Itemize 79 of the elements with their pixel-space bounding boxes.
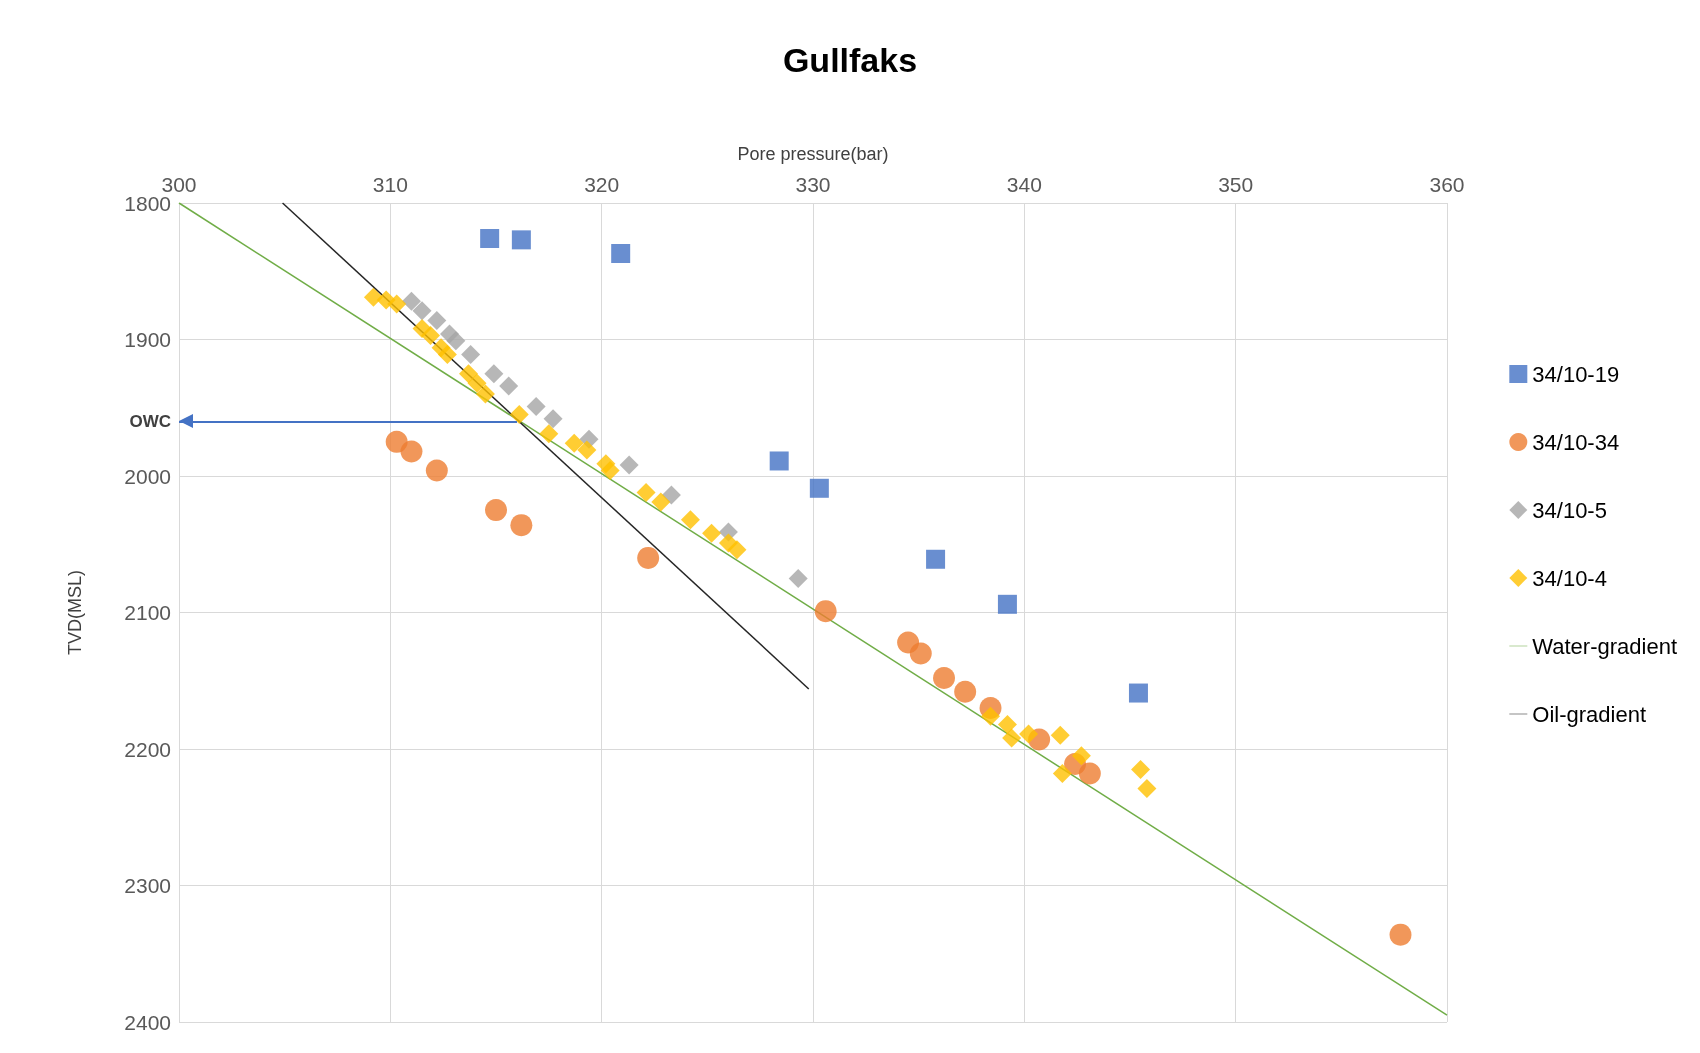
legend-label: 34/10-4 (1532, 565, 1607, 591)
point (401, 291, 421, 311)
point (387, 294, 407, 314)
y-tick-label: 2400 (124, 1010, 171, 1034)
point (651, 492, 671, 512)
y-axis-title: TVD(MSL) (65, 570, 85, 655)
ref-line-label: OWC (129, 411, 171, 431)
point (475, 384, 495, 404)
point (1137, 779, 1157, 799)
point (526, 396, 546, 416)
point (485, 499, 507, 522)
point (909, 642, 932, 665)
point (499, 376, 519, 396)
point (412, 301, 432, 321)
point (467, 373, 487, 393)
y-tick-label: 2200 (124, 737, 171, 761)
point (511, 230, 531, 250)
x-tick-label: 330 (795, 173, 831, 196)
point (1050, 725, 1070, 745)
point (769, 451, 789, 471)
point (1002, 728, 1022, 748)
point (814, 600, 837, 623)
point (510, 514, 533, 537)
point (933, 667, 956, 690)
y-tick-label: 1900 (124, 328, 171, 351)
point (1389, 923, 1412, 946)
x-tick-label: 360 (1429, 173, 1465, 196)
point (661, 485, 681, 505)
point (997, 594, 1017, 614)
point (539, 424, 559, 444)
point (1019, 724, 1039, 744)
y-tick-label: 2300 (124, 874, 171, 897)
point (459, 364, 479, 384)
point (425, 459, 448, 482)
x-tick-label: 310 (372, 173, 408, 196)
point (484, 364, 504, 384)
point (809, 478, 829, 498)
point (926, 549, 946, 569)
point (954, 680, 977, 703)
legend-label: Oil-gradient (1532, 701, 1647, 727)
point (611, 244, 631, 264)
point (680, 510, 700, 530)
point (427, 310, 447, 330)
x-tick-label: 340 (1006, 173, 1042, 196)
point (1128, 683, 1148, 703)
x-tick-label: 320 (584, 173, 620, 196)
point (1078, 762, 1101, 785)
point (1052, 764, 1072, 784)
point (577, 440, 597, 460)
point (1131, 759, 1151, 779)
point (437, 345, 457, 365)
point (564, 433, 584, 453)
y-tick-label: 2000 (124, 464, 171, 488)
x-tick-label: 350 (1218, 173, 1254, 196)
point (637, 546, 660, 569)
point (636, 482, 656, 502)
legend-label: Water-gradient (1532, 633, 1677, 659)
point (480, 228, 500, 248)
point (600, 461, 620, 481)
legend-label: 34/10-5 (1532, 497, 1607, 523)
legend-label: 34/10-34 (1532, 429, 1620, 455)
legend-label: 34/10-19 (1532, 361, 1620, 387)
point (420, 325, 440, 345)
point (997, 714, 1017, 734)
point (1071, 746, 1091, 766)
point (461, 345, 481, 365)
point (619, 455, 639, 475)
y-tick-label: 2100 (124, 601, 171, 624)
point (543, 409, 563, 429)
point (702, 523, 722, 543)
chart-title: Gullfaks (782, 41, 918, 79)
point (727, 540, 747, 560)
point (788, 568, 808, 588)
point (400, 440, 423, 463)
x-axis-title: Pore pressure(bar) (737, 144, 889, 164)
point (446, 331, 466, 351)
point (981, 706, 1001, 726)
point (363, 287, 383, 307)
point (509, 405, 529, 425)
